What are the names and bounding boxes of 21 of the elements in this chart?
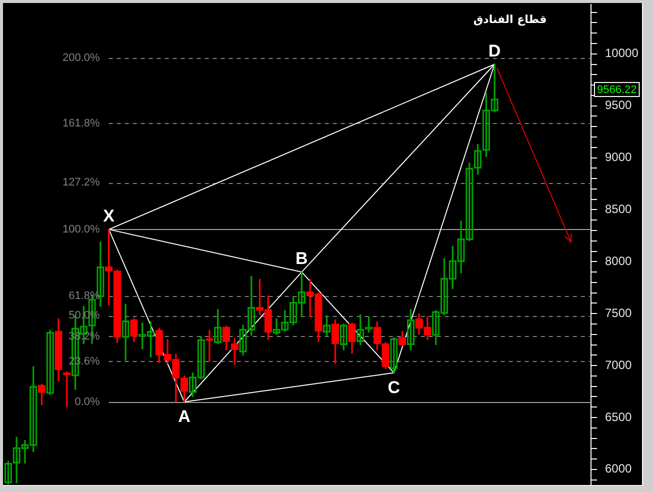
y-tick-label: 9500 <box>605 98 632 112</box>
text: 9566.22 <box>597 84 637 96</box>
y-tick-label: 8500 <box>605 202 632 216</box>
annotation: 127.2% <box>62 176 100 189</box>
data-label: D <box>488 41 501 60</box>
annotation: 0.0% <box>74 396 100 408</box>
data-label: B <box>296 249 308 268</box>
y-tick-label: 8000 <box>605 254 632 268</box>
data-label: X <box>103 206 116 226</box>
y-tick-label: 10000 <box>605 46 639 60</box>
y-tick-label: 6000 <box>605 462 632 476</box>
y-tick-label: 7500 <box>605 306 632 320</box>
annotation: 200.0% <box>62 52 100 64</box>
y-tick-label: 6500 <box>605 410 632 424</box>
data-label: C <box>388 378 400 397</box>
annotation: 100.0% <box>62 223 100 236</box>
annotation: 161.8% <box>62 118 100 130</box>
y-tick-label: 7000 <box>605 358 632 372</box>
y-tick-label: 9000 <box>605 150 632 164</box>
data-label: A <box>178 407 190 426</box>
text: قطاع الفنادق <box>472 13 548 26</box>
